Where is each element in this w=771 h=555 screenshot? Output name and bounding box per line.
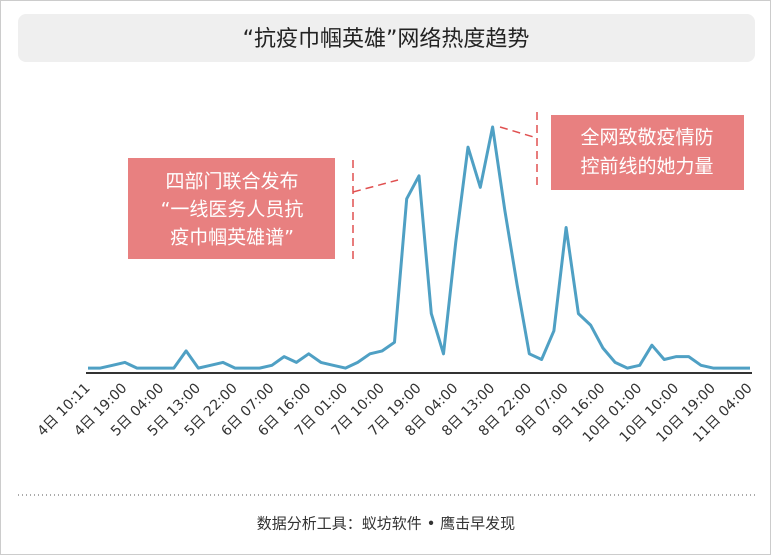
- annotation: 疫巾帼英雄谱”: [170, 227, 294, 249]
- callout-box: [551, 115, 744, 190]
- title-box: [18, 14, 755, 62]
- annotation: 全网致敬疫情防: [580, 127, 713, 149]
- source: 数据分析工具：蚁坊软件 • 鹰击早发现: [257, 515, 515, 533]
- line: [88, 125, 750, 370]
- chart-title: “抗疫巾帼英雄”网络热度趋势: [243, 27, 530, 52]
- annotation: “一线医务人员抗: [161, 199, 304, 221]
- callout-leader: [352, 179, 399, 193]
- annotation: 四部门联合发布: [165, 171, 298, 193]
- callout-box: [128, 158, 335, 259]
- callout-leader: [499, 126, 538, 139]
- annotation: 控前线的她力量: [580, 156, 713, 178]
